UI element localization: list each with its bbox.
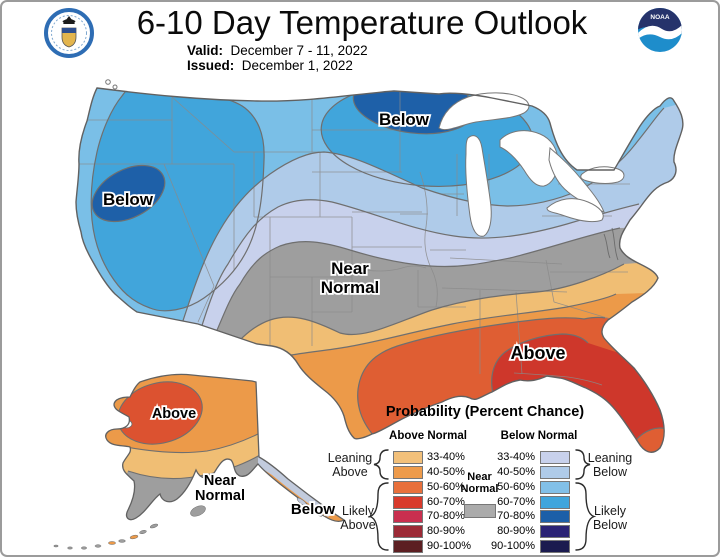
band-below-70-80-west <box>92 165 165 222</box>
validity-block: Valid: December 7 - 11, 2022 Issued: Dec… <box>187 43 368 73</box>
label-ak-near-line1: Near <box>204 473 237 489</box>
label-ak-above: Above <box>152 406 196 422</box>
label-below-north: Below <box>379 110 430 129</box>
aleutian-islands <box>53 497 323 550</box>
label-ak-below: Below <box>291 501 336 518</box>
chesapeake-bay <box>603 227 619 261</box>
lake-erie <box>546 198 604 223</box>
issued-date: December 1, 2022 <box>241 58 353 73</box>
state-lines <box>76 90 630 386</box>
canada-peninsula <box>548 147 605 213</box>
puget-island <box>105 79 111 85</box>
label-below-west: Below <box>103 190 154 209</box>
issued-label: Issued: <box>187 58 235 73</box>
noaa-logo-icon: NOAA <box>635 5 685 55</box>
lake-superior <box>438 92 530 131</box>
brace-leaning-below <box>575 449 591 480</box>
contour-lines <box>90 88 675 453</box>
lake-michigan <box>465 135 492 237</box>
lake-ontario <box>580 166 625 184</box>
puget-island <box>112 84 118 90</box>
label-above-southeast: Above <box>510 343 565 363</box>
lake-huron <box>499 130 559 187</box>
page-title: 6-10 Day Temperature Outlook <box>136 4 588 41</box>
brace-likely-above <box>367 482 389 551</box>
noaa-logo-text: NOAA <box>650 14 669 21</box>
conus-outline <box>75 87 684 453</box>
alaska-outline <box>105 373 346 523</box>
florida-tip-50-60 <box>630 427 674 453</box>
brace-leaning-above <box>373 449 389 480</box>
valid-line: Valid: December 7 - 11, 2022 <box>187 43 368 58</box>
valid-date: December 7 - 11, 2022 <box>230 43 368 58</box>
label-near-normal-line2: Normal <box>321 278 380 297</box>
brace-likely-below <box>575 482 597 551</box>
label-near-normal-line1: Near <box>331 259 369 278</box>
commerce-seal-icon <box>43 7 95 59</box>
issued-line: Issued: December 1, 2022 <box>187 58 368 73</box>
valid-label: Valid: <box>187 43 224 58</box>
great-lakes <box>105 79 625 237</box>
label-ak-near-line2: Normal <box>195 488 245 504</box>
ak-band-above-50-60 <box>117 381 203 445</box>
